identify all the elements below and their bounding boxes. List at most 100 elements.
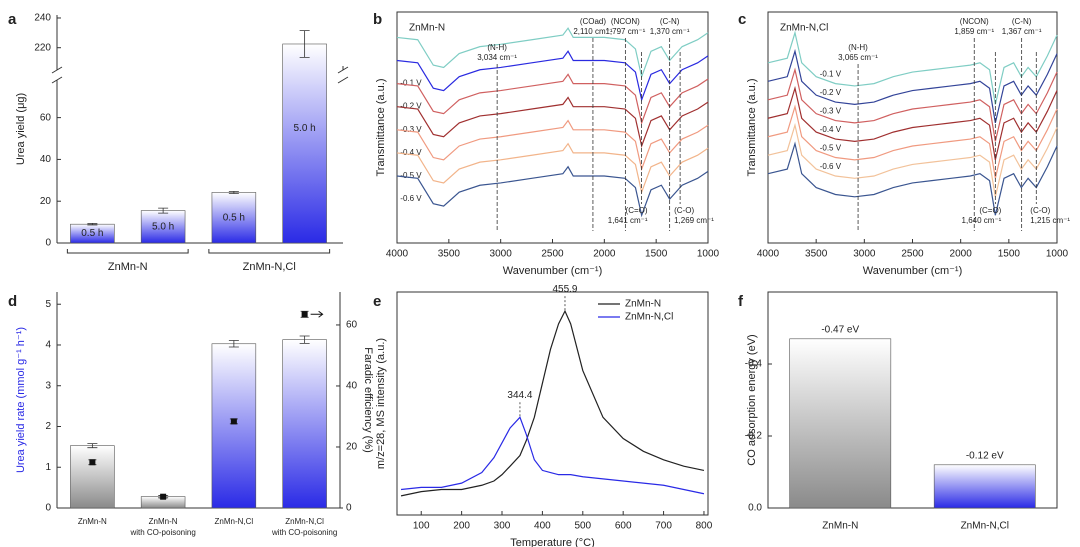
panel-label: b: [373, 11, 382, 28]
y-tick-label: 4: [45, 340, 51, 351]
annotation-value: 1,269 cm⁻¹: [674, 216, 714, 225]
y-tick-label: -0.4: [745, 359, 763, 370]
y2-axis-label: Faradic efficiency (%): [362, 347, 374, 453]
y-tick-label: 0: [45, 238, 51, 249]
fe-point: [160, 493, 167, 500]
y-tick-label: 20: [40, 196, 52, 207]
y-tick-label: 0.0: [748, 503, 762, 514]
x-axis-label: Wavenumber (cm⁻¹): [863, 265, 963, 277]
bar: [282, 339, 327, 509]
error-bar: [228, 190, 239, 194]
x-tick-label: ZnMn-N: [149, 517, 178, 526]
group-bracket: [66, 249, 189, 254]
axis-break: [337, 76, 349, 84]
bar-label: 5.0 h: [152, 221, 174, 232]
x-tick-label: 100: [413, 521, 430, 532]
x-tick-label: ZnMn-N: [822, 521, 858, 532]
error-bar: [228, 340, 239, 348]
series-line: [396, 73, 709, 125]
y-tick-label: 1: [45, 462, 51, 473]
x-tick-label: 700: [655, 521, 672, 532]
annotation-value: 1,370 cm⁻¹: [650, 27, 690, 36]
panel-label: d: [8, 293, 17, 310]
x-tick-label: ZnMn-N,Cl: [215, 517, 254, 526]
x-tick-label: 4000: [757, 249, 780, 260]
series-line: [767, 141, 1058, 216]
y-axis-label: Urea yield rate (mmol g⁻¹ h⁻¹): [15, 327, 27, 473]
plot-frame: [767, 291, 1058, 509]
x-tick-label: ZnMn-N: [78, 517, 107, 526]
y-tick-label: -0.2: [745, 431, 763, 442]
error-bar: [87, 443, 98, 449]
y-axis-label: Urea yield (μg): [15, 93, 27, 165]
x-tick-label: 3500: [805, 249, 828, 260]
panel-label: f: [738, 293, 744, 310]
fe-point: [89, 459, 96, 466]
panel-label: c: [738, 11, 746, 28]
error-bar: [158, 207, 169, 214]
x-tick-label: 800: [696, 521, 713, 532]
x-tick-label: 1500: [645, 249, 668, 260]
series-label: -0.1 V: [400, 79, 422, 88]
x-tick-label: 2500: [541, 249, 564, 260]
series-line: [396, 50, 709, 102]
x-tick-label: 3000: [490, 249, 513, 260]
y-tick-label: 240: [34, 13, 51, 24]
x-tick-label: 500: [574, 521, 591, 532]
series-label: -0.2 V: [400, 102, 422, 111]
series-line: [767, 30, 1058, 105]
annotation-value: 1,641 cm⁻¹: [608, 216, 648, 225]
y2-tick-label: 0: [346, 503, 352, 514]
annotation-label: (N-H): [487, 43, 507, 52]
series-label: -0.5 V: [400, 171, 422, 180]
y-tick-label: 2: [45, 421, 51, 432]
legend-label: ZnMn-N,Cl: [625, 312, 673, 323]
x-tick-label: 300: [494, 521, 511, 532]
bar: [70, 445, 115, 509]
x-tick-label: 3000: [853, 249, 876, 260]
annotation-label: (NCON): [960, 17, 989, 26]
y-tick-label: 220: [34, 42, 51, 53]
y2-tick-label: 60: [346, 320, 358, 331]
series-line: [767, 122, 1058, 197]
plot-frame: [396, 291, 709, 516]
bar: [789, 338, 892, 509]
fe-point: [230, 418, 237, 425]
sample-label: ZnMn-N,Cl: [780, 23, 828, 34]
x-tick-label: 4000: [386, 249, 409, 260]
x-tick-label: 2000: [593, 249, 616, 260]
bar-label: 0.5 h: [81, 228, 103, 239]
bar-label: 5.0 h: [294, 123, 316, 134]
series-line: [396, 165, 709, 218]
x-tick-label: 1000: [1046, 249, 1069, 260]
sample-label: ZnMn-N: [409, 23, 445, 34]
y-axis-label: Transmittance (a.u.): [375, 78, 387, 176]
series-label: -0.5 V: [820, 143, 842, 152]
y-tick-label: 5: [45, 299, 51, 310]
annotation-label: (C=O): [626, 206, 648, 215]
y-tick-label: 40: [40, 154, 52, 165]
annotation-value: 3,034 cm⁻¹: [477, 53, 517, 62]
series-label: -0.4 V: [400, 148, 422, 157]
annotation-label: (C-N): [660, 17, 680, 26]
group-label: ZnMn-N,Cl: [243, 261, 296, 273]
series-line: [396, 142, 709, 195]
bar: [211, 343, 257, 509]
x-axis-label: Temperature (°C): [510, 537, 594, 547]
value-label: -0.12 eV: [966, 450, 1004, 461]
group-label: ZnMn-N: [108, 261, 148, 273]
series-line: [767, 48, 1058, 124]
x-tick-label: 2000: [950, 249, 973, 260]
panel-label: a: [8, 11, 17, 28]
error-bar: [299, 30, 310, 58]
panel-label: e: [373, 293, 381, 310]
x-tick-label: 3500: [438, 249, 461, 260]
annotation-label: (C-O): [674, 206, 694, 215]
axis-break: [337, 66, 349, 74]
x-tick-label: with CO-poisoning: [271, 528, 337, 537]
y-axis-label: CO adsorption energy (eV): [746, 334, 758, 465]
bar: [211, 192, 257, 244]
y-tick-label: 3: [45, 380, 51, 391]
